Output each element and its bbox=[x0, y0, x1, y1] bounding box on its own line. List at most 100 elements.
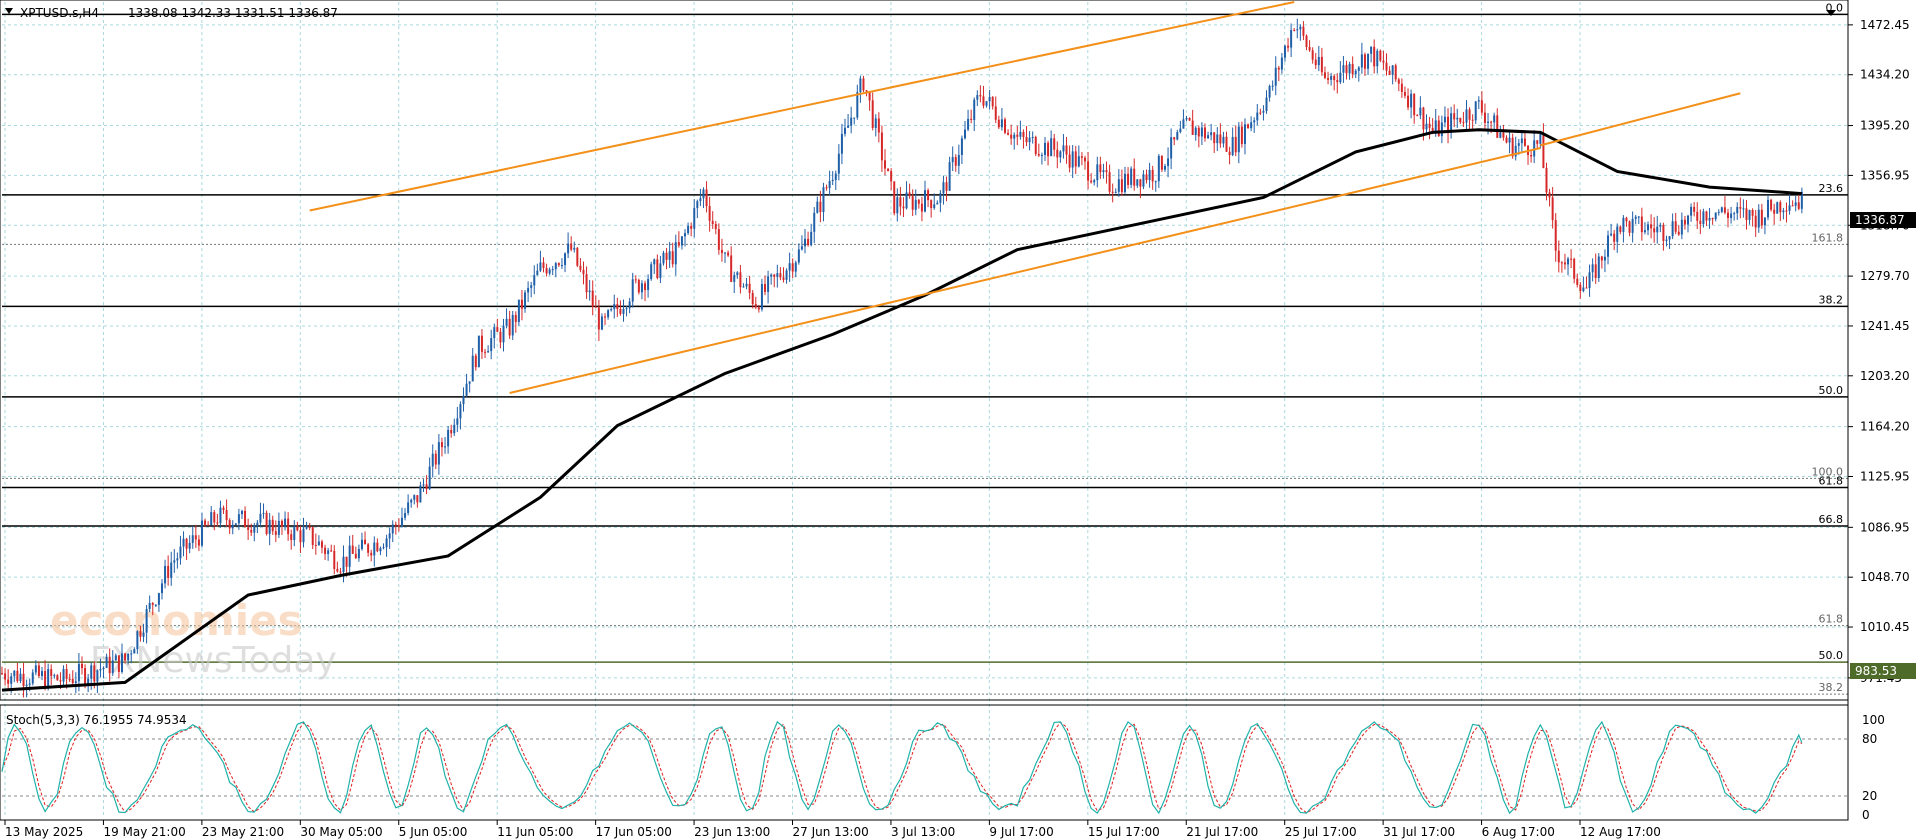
candle-body bbox=[871, 100, 874, 128]
candle-body bbox=[1277, 67, 1280, 70]
candle-body bbox=[1745, 208, 1748, 220]
candle-body bbox=[99, 669, 102, 671]
candle-body bbox=[47, 669, 50, 688]
candle-body bbox=[1517, 143, 1520, 146]
candle-body bbox=[333, 550, 336, 569]
candle-body bbox=[748, 283, 751, 293]
ohlc-values: 1338.08 1342.33 1331.51 1336.87 bbox=[128, 6, 338, 20]
moving-average-line bbox=[1, 128, 1802, 692]
candle-body bbox=[1074, 151, 1077, 167]
candle-body bbox=[1480, 100, 1483, 113]
candle-body bbox=[548, 269, 551, 274]
candle-body bbox=[945, 182, 948, 191]
candle-body bbox=[1425, 123, 1428, 130]
candle-body bbox=[847, 125, 850, 128]
candle-body bbox=[1025, 137, 1028, 143]
candle-body bbox=[804, 238, 807, 247]
stoch-label: Stoch(5,3,3) 76.1955 74.9534 bbox=[6, 713, 187, 727]
candle-body bbox=[865, 90, 868, 93]
candle-body bbox=[1317, 56, 1320, 66]
candle-body bbox=[687, 226, 690, 234]
candle-body bbox=[1634, 216, 1637, 219]
marker-price-text: 983.53 bbox=[1855, 664, 1897, 678]
candle-body bbox=[905, 192, 908, 209]
fib-label: 100.0 bbox=[1812, 465, 1844, 478]
candle-body bbox=[1456, 117, 1459, 120]
candle-body bbox=[1711, 217, 1714, 220]
candle-body bbox=[911, 196, 914, 210]
candle-body bbox=[268, 519, 271, 534]
candle-body bbox=[280, 520, 283, 527]
candle-body bbox=[1176, 132, 1179, 140]
candle-body bbox=[1173, 137, 1176, 140]
candle-body bbox=[1096, 164, 1099, 181]
candle-body bbox=[68, 678, 71, 680]
candle-body bbox=[1490, 121, 1493, 123]
y-tick-label: 1164.20 bbox=[1860, 420, 1910, 434]
candle-body bbox=[1114, 191, 1117, 193]
candle-body bbox=[277, 520, 280, 535]
candle-body bbox=[382, 547, 385, 549]
candle-body bbox=[840, 133, 843, 154]
candle-body bbox=[564, 253, 567, 266]
candle-body bbox=[954, 157, 957, 166]
y-tick-label: 1048.70 bbox=[1860, 570, 1910, 584]
stoch-k-line bbox=[1, 720, 1803, 815]
y-tick-label: 1395.20 bbox=[1860, 119, 1910, 133]
candle-body bbox=[1785, 210, 1788, 212]
candle-body bbox=[702, 189, 705, 199]
x-tick-label: 11 Jun 05:00 bbox=[497, 825, 573, 839]
candle-body bbox=[810, 231, 813, 246]
candle-body bbox=[1053, 138, 1056, 150]
candle-body bbox=[554, 263, 557, 270]
candle-body bbox=[339, 571, 342, 573]
candle-body bbox=[290, 534, 293, 540]
candle-body bbox=[567, 243, 570, 254]
candle-body bbox=[1563, 262, 1566, 265]
collapse-triangle-icon[interactable] bbox=[1826, 10, 1836, 16]
candle-body bbox=[231, 524, 234, 529]
candle-body bbox=[19, 673, 22, 682]
candle-body bbox=[1268, 86, 1271, 98]
candle-body bbox=[1794, 202, 1797, 206]
candle-body bbox=[1256, 112, 1259, 121]
candle-body bbox=[924, 190, 926, 212]
candle-body bbox=[185, 538, 188, 549]
x-tick-label: 15 Jul 17:00 bbox=[1088, 825, 1160, 839]
current-price-text: 1336.87 bbox=[1855, 213, 1905, 227]
candle-body bbox=[437, 442, 440, 465]
candle-body bbox=[1573, 258, 1576, 279]
candle-body bbox=[117, 655, 120, 672]
candle-body bbox=[225, 509, 228, 521]
candle-body bbox=[1797, 202, 1800, 209]
candle-body bbox=[890, 171, 893, 182]
candle-body bbox=[1056, 149, 1059, 158]
stoch-tick-label: 20 bbox=[1862, 789, 1877, 803]
candle-body bbox=[157, 593, 160, 605]
candle-body bbox=[394, 524, 397, 526]
candle-body bbox=[1265, 97, 1268, 111]
candle-body bbox=[1474, 101, 1477, 121]
candle-body bbox=[1191, 120, 1194, 135]
candle-body bbox=[1508, 137, 1511, 143]
candle-body bbox=[1037, 154, 1040, 156]
candle-body bbox=[1622, 217, 1625, 232]
candle-body bbox=[1274, 67, 1277, 86]
candle-body bbox=[391, 524, 394, 534]
y-tick-label: 1279.70 bbox=[1860, 269, 1910, 283]
candle-body bbox=[536, 270, 539, 276]
candle-body bbox=[1293, 29, 1296, 31]
candle-body bbox=[493, 327, 496, 339]
candle-body bbox=[1687, 215, 1690, 225]
candle-body bbox=[656, 259, 659, 279]
candle-body bbox=[647, 279, 650, 290]
candle-body bbox=[105, 656, 108, 668]
candle-body bbox=[1462, 122, 1465, 124]
candle-body bbox=[499, 331, 502, 343]
candle-body bbox=[1, 673, 3, 675]
candle-body bbox=[450, 429, 453, 434]
candle-body bbox=[1616, 226, 1619, 242]
candle-body bbox=[1367, 53, 1370, 69]
candle-body bbox=[468, 381, 471, 384]
